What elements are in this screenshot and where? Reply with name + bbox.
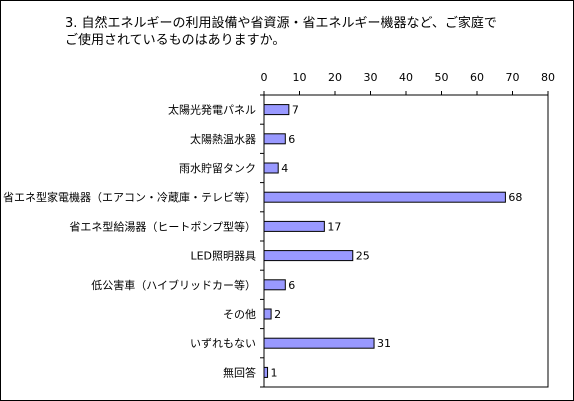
bar — [263, 104, 290, 116]
bar — [263, 191, 506, 203]
bar — [263, 279, 286, 291]
category-label: LED照明器具 — [190, 250, 256, 263]
data-label: 1 — [271, 366, 278, 379]
data-label: 25 — [356, 250, 370, 263]
category-label: 太陽光発電パネル — [168, 103, 256, 117]
data-label: 17 — [327, 220, 341, 233]
data-label: 2 — [274, 308, 281, 321]
bar — [263, 250, 354, 262]
data-label: 31 — [377, 337, 391, 350]
bar — [263, 337, 375, 349]
data-label: 68 — [508, 191, 522, 204]
bar-layer — [263, 104, 506, 378]
data-label: 4 — [281, 162, 288, 175]
x-tick-label: 80 — [541, 71, 555, 84]
axis-layer: 0 10 20 30 40 50 60 70 80 — [260, 71, 555, 388]
x-tick-label: 50 — [435, 71, 449, 84]
category-label: 省エネ型給湯器（ヒートポンプ型等） — [69, 219, 256, 233]
bar — [263, 220, 325, 232]
category-label: 無回答 — [223, 365, 256, 379]
label-layer: 太陽光発電パネル 7 太陽熱温水器 6 雨水貯留タンク 4 省エネ型家電機器（エアコン・冷蔵… — [3, 103, 522, 380]
x-tick-label: 40 — [399, 71, 413, 84]
bar — [263, 162, 279, 174]
category-label: 低公害車（ハイブリッドカー等） — [91, 278, 256, 292]
category-label: いずれもない — [190, 337, 256, 350]
x-tick-label: 60 — [470, 71, 484, 84]
x-tick-label: 10 — [293, 71, 307, 84]
x-tick-label: 30 — [364, 71, 378, 84]
category-label: 省エネ型家電機器（エアコン・冷蔵庫・テレビ等） — [3, 190, 256, 204]
data-label: 7 — [292, 104, 299, 117]
category-label: 雨水貯留タンク — [179, 162, 256, 175]
x-tick-label: 70 — [506, 71, 520, 84]
category-label: 太陽熱温水器 — [190, 133, 256, 146]
data-label: 6 — [288, 279, 295, 292]
chart-title: 3. 自然エネルギーの利用設備や省資源・省エネルギー機器など、ご家庭で ご使用さ… — [65, 16, 497, 48]
data-label: 6 — [288, 133, 295, 146]
bar — [263, 308, 272, 320]
category-label: その他 — [223, 308, 256, 321]
bar — [263, 133, 286, 145]
bar — [263, 366, 269, 378]
x-tick-label: 0 — [261, 71, 268, 84]
x-tick-label: 20 — [328, 71, 342, 84]
